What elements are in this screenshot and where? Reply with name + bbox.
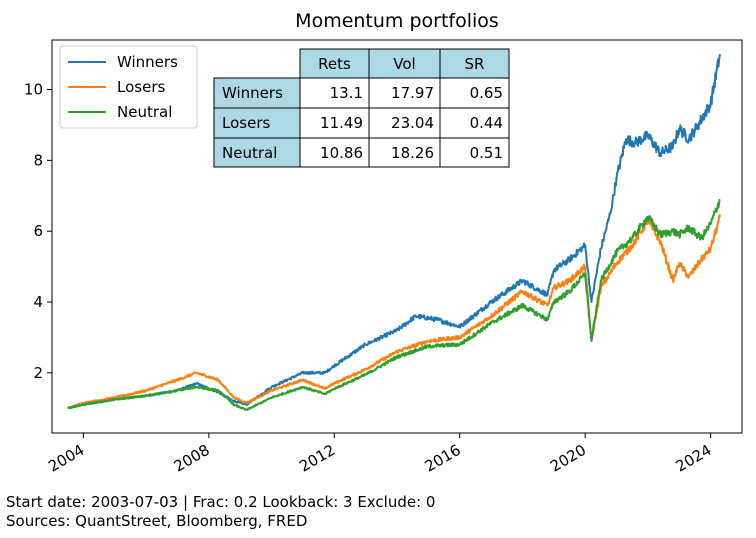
x-tick-label: 2012 — [296, 441, 338, 476]
table-header-cell — [368, 48, 441, 79]
legend-box — [59, 45, 198, 129]
chart-title: Momentum portfolios — [295, 10, 499, 32]
chart: Momentum portfolios 2004 2008 2012 2016 2020… — [24, 10, 743, 476]
y-tick-label: 2 — [33, 364, 43, 382]
y-tick-label: 6 — [33, 222, 43, 240]
x-tick-label: 2008 — [171, 441, 213, 476]
y-tick-label: 8 — [33, 151, 43, 169]
x-tick-label: 2004 — [45, 441, 87, 476]
table-value: 0.51 — [470, 144, 503, 162]
table-value: 11.49 — [320, 114, 363, 132]
table-cell — [368, 137, 441, 168]
table-value: 0.65 — [470, 84, 503, 102]
table-value: 0.44 — [470, 114, 503, 132]
footer-settings: Start date: 2003-07-03 | Frac: 0.2 Lookb… — [6, 493, 436, 511]
table-row-label-winners: Winners — [222, 84, 283, 102]
y-tick-label: 4 — [33, 293, 43, 311]
plot-area — [67, 54, 721, 411]
x-tick-label: 2016 — [422, 441, 464, 476]
table-header-cell — [439, 48, 510, 79]
table-row-label-losers: Losers — [222, 114, 270, 132]
x-tick-label: 2020 — [547, 441, 589, 476]
table-value: 18.26 — [391, 144, 434, 162]
table-value: 23.04 — [391, 114, 434, 132]
series-line-neutral — [67, 198, 721, 411]
stats-table: Rets Vol SR Winners 13.1 17.97 0.65 Losers 11.49… — [213, 48, 510, 168]
table-cell — [299, 107, 370, 139]
table-value: 17.97 — [391, 84, 434, 102]
x-tick-label: 2024 — [673, 441, 715, 476]
table-header-rets: Rets — [318, 55, 351, 73]
legend-label-neutral: Neutral — [117, 103, 172, 121]
plot-frame — [51, 39, 743, 434]
table-header-vol: Vol — [393, 55, 415, 73]
y-tick-label: 10 — [24, 81, 43, 99]
table-row-label-neutral: Neutral — [222, 144, 277, 162]
legend-label-winners: Winners — [117, 53, 178, 71]
series-line-losers — [67, 214, 721, 410]
table-row-header-cell — [213, 77, 301, 109]
table-cell — [299, 137, 370, 168]
legend-label-losers: Losers — [117, 78, 165, 96]
footer-sources: Sources: QuantStreet, Bloomberg, FRED — [6, 512, 308, 530]
table-cell — [439, 137, 510, 168]
table-cell — [439, 107, 510, 139]
legend: Winners Losers Neutral — [59, 45, 198, 129]
table-cell — [368, 107, 441, 139]
table-header-sr: SR — [465, 55, 485, 73]
table-value: 13.1 — [330, 84, 363, 102]
table-value: 10.86 — [320, 144, 363, 162]
